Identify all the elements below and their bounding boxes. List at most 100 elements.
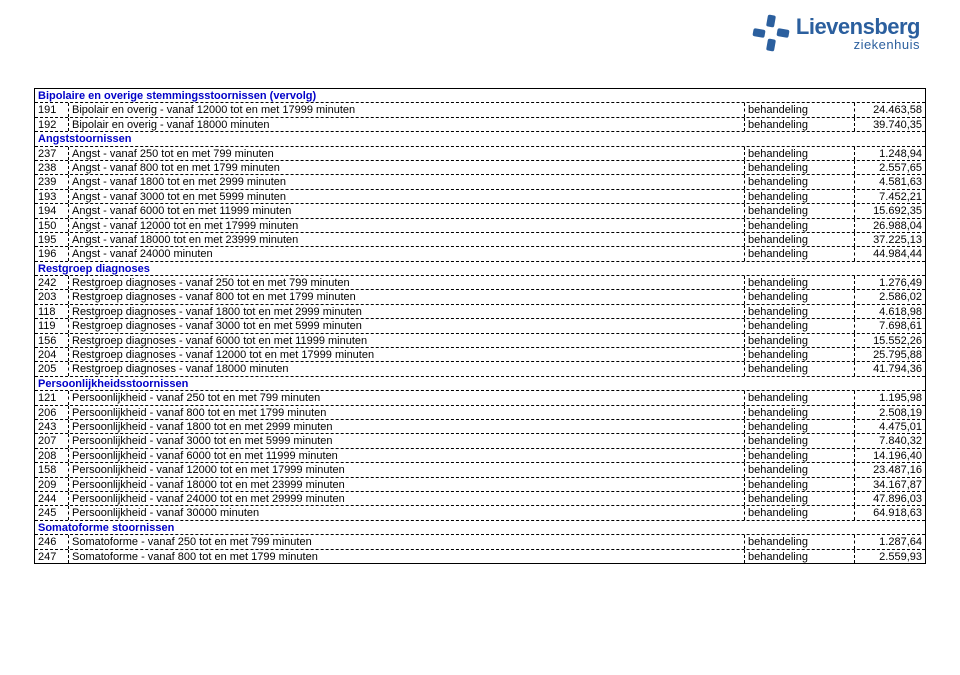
table-row: 118Restgroep diagnoses - vanaf 1800 tot … [35,305,925,319]
description-cell: Angst - vanaf 12000 tot en met 17999 min… [69,219,745,232]
type-cell: behandeling [745,391,855,404]
description-cell: Bipolair en overig - vanaf 18000 minuten [69,118,745,131]
price-cell: 1.276,49 [855,276,925,289]
price-cell: 23.487,16 [855,463,925,476]
price-cell: 2.508,19 [855,406,925,419]
price-cell: 2.586,02 [855,290,925,303]
table-row: 119Restgroep diagnoses - vanaf 3000 tot … [35,319,925,333]
type-cell: behandeling [745,161,855,174]
table-row: 156Restgroep diagnoses - vanaf 6000 tot … [35,334,925,348]
type-cell: behandeling [745,319,855,332]
type-cell: behandeling [745,233,855,246]
description-cell: Persoonlijkheid - vanaf 3000 tot en met … [69,434,745,447]
table-row: 206Persoonlijkheid - vanaf 800 tot en me… [35,406,925,420]
price-cell: 26.988,04 [855,219,925,232]
type-cell: behandeling [745,492,855,505]
description-cell: Persoonlijkheid - vanaf 250 tot en met 7… [69,391,745,404]
code-cell: 206 [35,406,69,419]
description-cell: Angst - vanaf 800 tot en met 1799 minute… [69,161,745,174]
price-table: Bipolaire en overige stemmingsstoornisse… [34,88,926,564]
table-row: 237Angst - vanaf 250 tot en met 799 minu… [35,147,925,161]
code-cell: 238 [35,161,69,174]
code-cell: 158 [35,463,69,476]
type-cell: behandeling [745,290,855,303]
table-row: 247Somatoforme - vanaf 800 tot en met 17… [35,550,925,564]
code-cell: 246 [35,535,69,548]
description-cell: Persoonlijkheid - vanaf 12000 tot en met… [69,463,745,476]
description-cell: Angst - vanaf 24000 minuten [69,247,745,260]
code-cell: 204 [35,348,69,361]
type-cell: behandeling [745,535,855,548]
code-cell: 156 [35,334,69,347]
table-row: 204Restgroep diagnoses - vanaf 12000 tot… [35,348,925,362]
type-cell: behandeling [745,204,855,217]
description-cell: Persoonlijkheid - vanaf 1800 tot en met … [69,420,745,433]
code-cell: 239 [35,175,69,188]
type-cell: behandeling [745,276,855,289]
table-row: 209Persoonlijkheid - vanaf 18000 tot en … [35,478,925,492]
table-row: 205Restgroep diagnoses - vanaf 18000 min… [35,362,925,376]
description-cell: Somatoforme - vanaf 250 tot en met 799 m… [69,535,745,548]
code-cell: 150 [35,219,69,232]
description-cell: Angst - vanaf 6000 tot en met 11999 minu… [69,204,745,217]
price-cell: 1.195,98 [855,391,925,404]
price-cell: 7.698,61 [855,319,925,332]
price-cell: 47.896,03 [855,492,925,505]
description-cell: Angst - vanaf 18000 tot en met 23999 min… [69,233,745,246]
price-cell: 34.167,87 [855,478,925,491]
code-cell: 195 [35,233,69,246]
section-header: Bipolaire en overige stemmingsstoornisse… [35,89,925,103]
code-cell: 121 [35,391,69,404]
table-row: 208Persoonlijkheid - vanaf 6000 tot en m… [35,449,925,463]
brand-logo: Lievensberg ziekenhuis [752,14,920,52]
table-row: 207Persoonlijkheid - vanaf 3000 tot en m… [35,434,925,448]
type-cell: behandeling [745,219,855,232]
price-cell: 4.475,01 [855,420,925,433]
price-cell: 41.794,36 [855,362,925,375]
description-cell: Persoonlijkheid - vanaf 24000 tot en met… [69,492,745,505]
table-row: 203Restgroep diagnoses - vanaf 800 tot e… [35,290,925,304]
price-cell: 37.225,13 [855,233,925,246]
type-cell: behandeling [745,175,855,188]
table-row: 194Angst - vanaf 6000 tot en met 11999 m… [35,204,925,218]
table-row: 245Persoonlijkheid - vanaf 30000 minuten… [35,506,925,520]
code-cell: 196 [35,247,69,260]
type-cell: behandeling [745,247,855,260]
price-cell: 1.248,94 [855,147,925,160]
description-cell: Restgroep diagnoses - vanaf 6000 tot en … [69,334,745,347]
description-cell: Somatoforme - vanaf 800 tot en met 1799 … [69,550,745,563]
code-cell: 193 [35,190,69,203]
price-cell: 39.740,35 [855,118,925,131]
price-cell: 25.795,88 [855,348,925,361]
type-cell: behandeling [745,190,855,203]
code-cell: 209 [35,478,69,491]
table-row: 121Persoonlijkheid - vanaf 250 tot en me… [35,391,925,405]
table-row: 150Angst - vanaf 12000 tot en met 17999 … [35,219,925,233]
description-cell: Persoonlijkheid - vanaf 30000 minuten [69,506,745,519]
table-row: 192Bipolair en overig - vanaf 18000 minu… [35,118,925,132]
code-cell: 245 [35,506,69,519]
type-cell: behandeling [745,463,855,476]
description-cell: Persoonlijkheid - vanaf 800 tot en met 1… [69,406,745,419]
type-cell: behandeling [745,420,855,433]
table-row: 244Persoonlijkheid - vanaf 24000 tot en … [35,492,925,506]
price-cell: 1.287,64 [855,535,925,548]
description-cell: Restgroep diagnoses - vanaf 3000 tot en … [69,319,745,332]
code-cell: 119 [35,319,69,332]
code-cell: 247 [35,550,69,563]
type-cell: behandeling [745,449,855,462]
price-cell: 14.196,40 [855,449,925,462]
table-row: 158Persoonlijkheid - vanaf 12000 tot en … [35,463,925,477]
price-cell: 44.984,44 [855,247,925,260]
price-cell: 7.840,32 [855,434,925,447]
price-cell: 15.692,35 [855,204,925,217]
code-cell: 205 [35,362,69,375]
code-cell: 208 [35,449,69,462]
type-cell: behandeling [745,118,855,131]
table-row: 238Angst - vanaf 800 tot en met 1799 min… [35,161,925,175]
description-cell: Angst - vanaf 1800 tot en met 2999 minut… [69,175,745,188]
table-row: 239Angst - vanaf 1800 tot en met 2999 mi… [35,175,925,189]
type-cell: behandeling [745,348,855,361]
type-cell: behandeling [745,103,855,116]
section-header: Restgroep diagnoses [35,262,925,276]
